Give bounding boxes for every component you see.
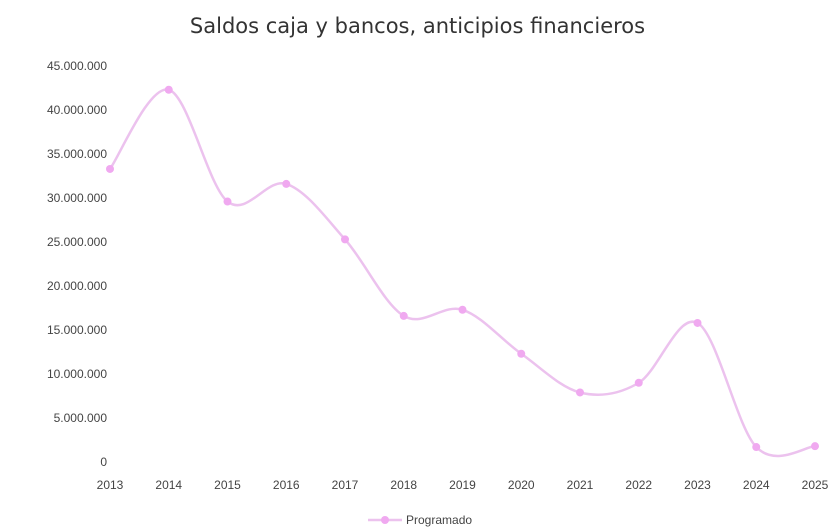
x-tick-label: 2022	[625, 478, 652, 492]
data-point	[634, 378, 643, 387]
data-point	[282, 179, 291, 188]
y-tick-label: 40.000.000	[47, 103, 107, 117]
x-tick-label: 2019	[449, 478, 476, 492]
data-point	[164, 85, 173, 94]
data-point	[752, 443, 761, 452]
y-tick-label: 5.000.000	[54, 411, 108, 425]
legend: Programado	[368, 513, 472, 527]
legend-swatch-marker	[381, 516, 389, 524]
y-tick-label: 25.000.000	[47, 235, 107, 249]
data-point	[223, 197, 232, 206]
y-tick-label: 20.000.000	[47, 279, 107, 293]
x-tick-label: 2021	[567, 478, 594, 492]
legend-label: Programado	[406, 513, 472, 527]
data-point	[106, 164, 114, 173]
x-tick-label: 2024	[743, 478, 770, 492]
data-point	[517, 349, 526, 358]
y-tick-label: 45.000.000	[47, 59, 107, 73]
x-tick-label: 2018	[390, 478, 417, 492]
chart-title: Saldos caja y bancos, anticipios financi…	[189, 14, 646, 38]
series-group	[106, 85, 819, 458]
series-line-programado	[108, 88, 816, 458]
y-tick-label: 30.000.000	[47, 191, 107, 205]
data-point	[399, 311, 408, 320]
x-tick-label: 2017	[332, 478, 359, 492]
x-tick-label: 2016	[273, 478, 300, 492]
y-tick-label: 15.000.000	[47, 323, 107, 337]
x-axis: 2013 2014 2015 2016 2017 2018 2019 2020 2021 2022…	[97, 478, 829, 492]
y-tick-label: 0	[100, 455, 107, 469]
data-point	[811, 442, 819, 451]
x-tick-label: 2014	[155, 478, 182, 492]
data-point	[341, 235, 349, 244]
y-axis: 0 5.000.000 10.000.000 15.000.000 20.000.000…	[47, 59, 107, 469]
y-tick-label: 10.000.000	[47, 367, 107, 381]
x-tick-label: 2020	[508, 478, 535, 492]
data-point	[693, 318, 702, 327]
x-tick-label: 2025	[802, 478, 829, 492]
data-point	[458, 305, 467, 314]
x-tick-label: 2015	[214, 478, 241, 492]
x-tick-label: 2023	[684, 478, 711, 492]
data-point	[576, 388, 584, 397]
y-tick-label: 35.000.000	[47, 147, 107, 161]
x-tick-label: 2013	[97, 478, 124, 492]
